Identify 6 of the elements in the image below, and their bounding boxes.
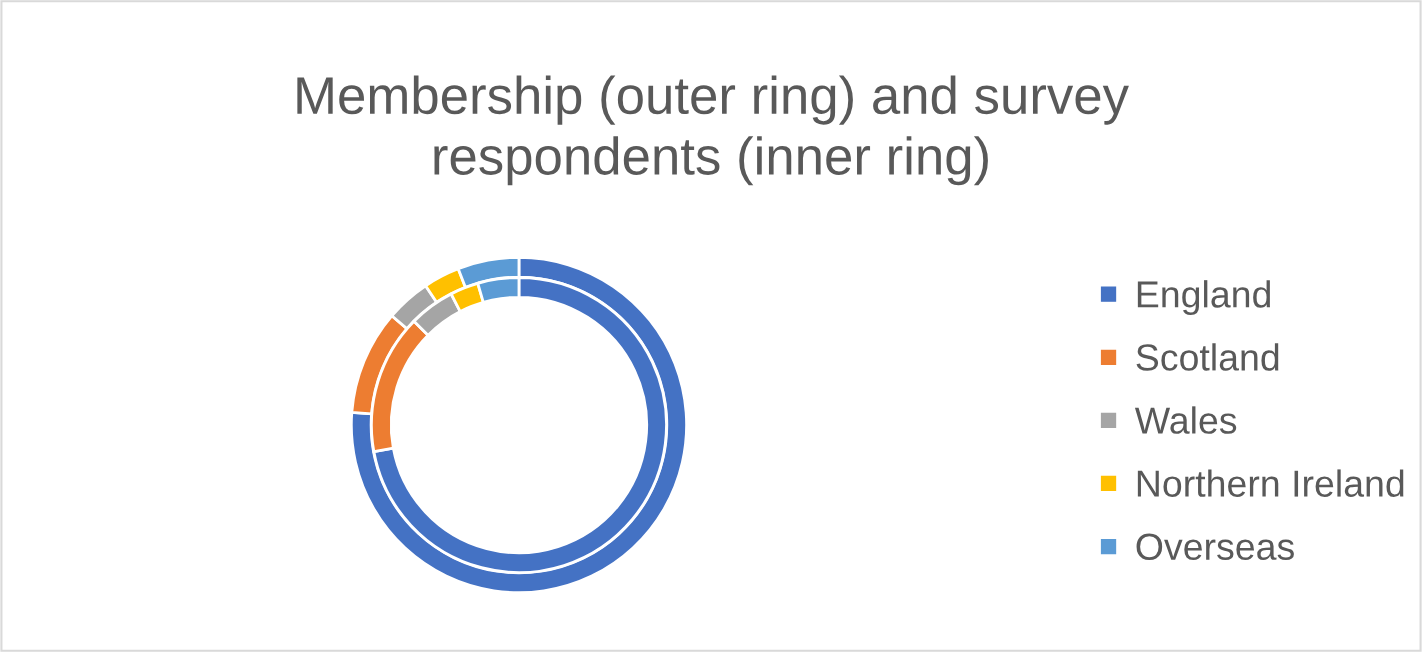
legend-label: Overseas — [1136, 533, 1294, 561]
legend-label: Northern Ireland — [1137, 469, 1404, 497]
chart-title: Membership (outer ring) and survey respondents (inner ring) — [297, 75, 1129, 186]
legend-label: Wales — [1134, 406, 1237, 434]
legend-label: Scotland — [1136, 343, 1279, 371]
legend-label: England — [1137, 280, 1270, 316]
